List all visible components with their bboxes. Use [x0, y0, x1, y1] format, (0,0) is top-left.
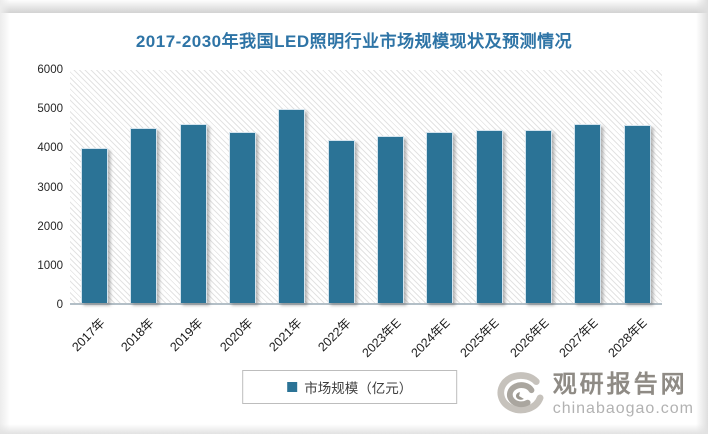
x-tick-label: 2020年 [216, 315, 256, 355]
x-tick-label: 2018年 [118, 315, 157, 355]
x-tick-label: 2019年 [167, 315, 207, 355]
bar-slot [514, 70, 563, 303]
bar-slot [465, 70, 514, 303]
x-tick-label: 2028年E [605, 315, 651, 361]
x-tick-label: 2024年E [408, 315, 453, 361]
frame-edge-bottom [0, 424, 708, 434]
bar-slot [613, 70, 662, 303]
bar-2023年E [377, 136, 405, 303]
x-tick-label: 2025年E [457, 315, 503, 361]
watermark-site-url: chinabaogao.com [552, 400, 694, 418]
x-axis-labels: 2017年 2018年 2019年 2020年 2021年 2022年 2023年E 2024… [69, 305, 662, 371]
bar-2028年E [623, 125, 651, 303]
bar-2026年E [525, 130, 553, 303]
chart-title: 2017-2030年我国LED照明行业市场规模现状及预测情况 [135, 32, 573, 51]
bar-2019年 [179, 124, 207, 303]
y-tick-label: 3000 [37, 181, 63, 194]
bar-slot [415, 70, 464, 303]
y-tick-label: 2000 [37, 220, 63, 233]
y-tick-label: 1000 [37, 259, 63, 272]
chart-area: 0 1000 2000 3000 4000 5000 6000 2017年 2018年 2019… [36, 64, 662, 371]
plot-area [70, 70, 662, 305]
frame-edge-top [0, 0, 708, 13]
frame-edge-right [696, 0, 708, 434]
bar-2027年E [574, 124, 602, 303]
frame-edge-left [0, 0, 10, 434]
bar-2024年E [426, 132, 454, 303]
x-tick-label: 2027年E [556, 315, 601, 361]
legend-label: 市场规模（亿元） [304, 381, 413, 396]
y-tick-label: 5000 [37, 103, 63, 116]
y-tick-label: 0 [56, 299, 63, 311]
watermark: 观研报告网 chinabaogao.com [495, 371, 694, 418]
bar-slot [366, 70, 415, 303]
bar-slot [119, 70, 168, 303]
x-tick-label: 2026年E [507, 315, 552, 361]
y-tick-label: 6000 [37, 64, 63, 76]
bar-slot [70, 70, 119, 303]
legend-swatch-icon [287, 382, 298, 392]
bar-2022年 [327, 139, 355, 303]
y-tick-label: 4000 [37, 142, 63, 155]
bar-2017年 [81, 147, 109, 303]
bar-slot [169, 70, 218, 303]
bar-slot [218, 70, 267, 303]
bar-2021年 [278, 108, 306, 303]
legend: 市场规模（亿元） [242, 370, 458, 404]
bar-2025年E [475, 130, 503, 303]
watermark-site-name: 观研报告网 [552, 371, 688, 398]
x-tick-label: 2021年 [266, 315, 305, 355]
x-tick-label: 2023年E [359, 315, 404, 361]
y-axis: 0 1000 2000 3000 4000 5000 6000 [36, 64, 70, 311]
x-tick-label: 2017年 [68, 315, 108, 355]
bar-2020年 [229, 132, 257, 303]
bar-slot [563, 70, 612, 303]
x-tick-label: 2022年 [315, 315, 355, 355]
bar-slot [267, 70, 316, 303]
bar-2018年 [130, 128, 158, 303]
watermark-swirl-logo-icon [497, 372, 544, 414]
bar-slot [317, 70, 366, 303]
